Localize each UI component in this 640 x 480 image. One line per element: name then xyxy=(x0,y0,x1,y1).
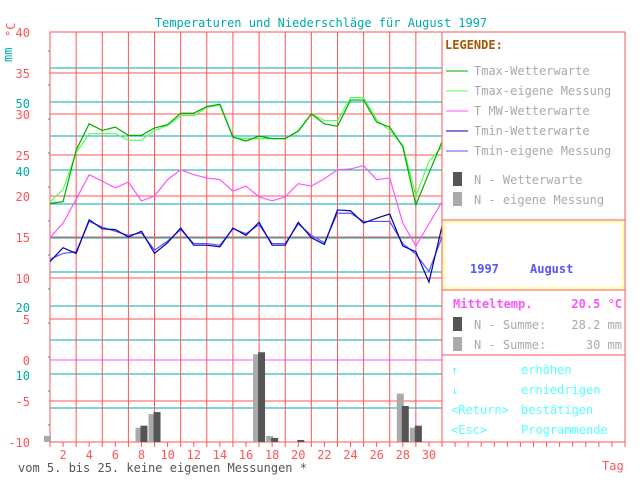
precip-tick-label: 10 xyxy=(16,369,30,383)
legend-heading: LEGENDE: xyxy=(445,38,503,52)
temp-tick-label: 0 xyxy=(23,354,30,368)
day-tick-label: 8 xyxy=(138,448,145,462)
key-name[interactable]: ↑ xyxy=(451,363,458,377)
precip-tick-label: 20 xyxy=(16,301,30,315)
temp-tick-label: 5 xyxy=(23,313,30,327)
grid xyxy=(48,31,626,447)
series-line-tmax-eigene-messung xyxy=(49,96,443,203)
precip-bar-station xyxy=(140,425,148,442)
precip-bar-own xyxy=(135,427,143,442)
precip-bar-station xyxy=(258,352,266,442)
selected-year[interactable]: 1997 xyxy=(470,262,499,276)
key-help: ↑ erhöhen ↓ erniedrigen <Return> bestätigen <E… xyxy=(451,363,608,437)
legend-item-label: N - eigene Messung xyxy=(474,193,604,207)
key-action[interactable]: erhöhen xyxy=(521,363,572,377)
mean-temp-value: 20.5 °C xyxy=(571,297,622,311)
series-line-tmin-wetterwarte xyxy=(49,209,443,285)
day-tick-label: 10 xyxy=(160,448,174,462)
legend-item-label: N - Wetterwarte xyxy=(474,173,582,187)
precip-bar-station xyxy=(297,439,305,442)
day-tick-label: 26 xyxy=(369,448,383,462)
key-name[interactable]: <Esc> xyxy=(451,423,487,437)
day-tick-label: 14 xyxy=(213,448,227,462)
precip-bar-own xyxy=(148,414,156,442)
day-tick-label: 16 xyxy=(239,448,253,462)
series-line-t-mw-wetterwarte xyxy=(49,164,443,248)
precip-bar-station xyxy=(414,425,422,442)
day-tick-label: 6 xyxy=(112,448,119,462)
temp-tick-label: 30 xyxy=(16,108,30,122)
key-action[interactable]: bestätigen xyxy=(521,403,593,417)
legend-item-label: Tmax-eigene Messung xyxy=(474,84,611,98)
temp-unit-label: °C xyxy=(4,23,18,37)
selected-month[interactable]: August xyxy=(530,262,573,276)
date-selector-box[interactable] xyxy=(443,221,624,289)
precip-bar-own xyxy=(44,435,51,442)
temp-tick-label: 35 xyxy=(16,67,30,81)
day-tick-label: 24 xyxy=(343,448,357,462)
key-name[interactable]: <Return> xyxy=(451,403,509,417)
day-tick-label: 28 xyxy=(396,448,410,462)
precip-bar-own xyxy=(266,435,274,442)
day-tick-label: 2 xyxy=(59,448,66,462)
temperature-lines xyxy=(49,96,443,285)
temp-tick-label: 40 xyxy=(16,26,30,40)
temp-tick-label: 25 xyxy=(16,149,30,163)
legend-bar-swatch xyxy=(453,192,462,206)
day-tick-label: 4 xyxy=(86,448,93,462)
precip-bar-own xyxy=(396,393,404,442)
precip-tick-label: 50 xyxy=(16,97,30,111)
own-sum-value: 30 mm xyxy=(586,338,622,352)
legend-bar-swatch xyxy=(453,172,462,186)
temp-tick-label: -10 xyxy=(8,436,30,450)
precip-tick-label: 40 xyxy=(16,165,30,179)
mean-temp-label: Mitteltemp. xyxy=(453,297,532,311)
series-line-tmin-eigene-messung xyxy=(49,212,443,273)
precip-bars xyxy=(44,352,422,442)
precip-bar-own xyxy=(409,427,417,442)
legend-item-label: Tmin-Wetterwarte xyxy=(474,124,590,138)
side-panel: LEGENDE: Tmax-Wetterwarte Tmax-eigene Mes… xyxy=(441,31,626,443)
temp-tick-label: 15 xyxy=(16,231,30,245)
day-tick-label: 22 xyxy=(317,448,331,462)
temp-tick-label: 10 xyxy=(16,272,30,286)
temp-tick-label: -5 xyxy=(16,395,30,409)
day-tick-label: 30 xyxy=(422,448,436,462)
legend-item-label: T MW-Wetterwarte xyxy=(474,104,590,118)
key-name[interactable]: ↓ xyxy=(451,383,458,397)
footer-note: vom 5. bis 25. keine eigenen Messungen * xyxy=(18,461,307,475)
legend-item-label: Tmin-eigene Messung xyxy=(474,144,611,158)
station-precip-swatch xyxy=(453,317,462,331)
precip-unit-label: mm xyxy=(1,48,15,62)
day-tick-label: 12 xyxy=(187,448,201,462)
legend: Tmax-Wetterwarte Tmax-eigene Messung T MW-… xyxy=(446,64,611,207)
station-sum-label: N - Summe: xyxy=(474,318,546,332)
chart-title: Temperaturen und Niederschläge für Augus… xyxy=(155,16,487,30)
key-action[interactable]: Programmende xyxy=(521,423,608,437)
own-sum-label: N - Summe: xyxy=(474,338,546,352)
precip-bar-station xyxy=(153,412,161,442)
day-tick-label: 20 xyxy=(291,448,305,462)
precip-bar-own xyxy=(253,354,261,442)
precip-bar-station xyxy=(271,437,279,442)
legend-item-label: Tmax-Wetterwarte xyxy=(474,64,590,78)
series-line-tmax-wetterwarte xyxy=(49,99,443,208)
station-sum-value: 28.2 mm xyxy=(571,318,622,332)
precip-bar-station xyxy=(401,405,409,442)
temp-tick-label: 20 xyxy=(16,190,30,204)
x-axis-unit: Tag xyxy=(602,459,624,473)
day-tick-label: 18 xyxy=(265,448,279,462)
key-action[interactable]: erniedrigen xyxy=(521,383,600,397)
own-precip-swatch xyxy=(453,337,462,351)
